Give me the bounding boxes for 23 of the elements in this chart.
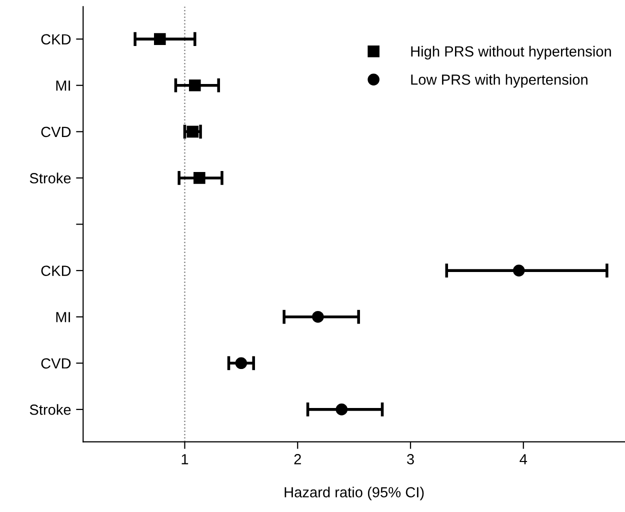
y-tick-label: MI	[56, 312, 70, 322]
point	[194, 172, 206, 184]
point	[512, 264, 525, 276]
y-tick-label: Stroke	[30, 404, 71, 415]
y-tick-label: CKD	[41, 34, 71, 44]
x-tick-label: 3	[407, 454, 414, 464]
y-tick-label: CVD	[41, 358, 71, 369]
legend-label: High PRS without hypertension	[411, 46, 611, 60]
x-axis-title: Hazard ratio (95% CI)	[284, 486, 424, 500]
point	[188, 79, 201, 92]
y-tick-label: Stroke	[30, 172, 71, 184]
point	[336, 404, 348, 416]
point	[312, 310, 324, 323]
y-tick-label: CKD	[41, 266, 71, 276]
legend-label: Low PRS with hypertension	[411, 74, 588, 88]
x-tick-label: 2	[294, 454, 301, 464]
point	[186, 126, 199, 138]
point	[154, 33, 166, 45]
point	[235, 357, 248, 370]
y-tick-label: CVD	[41, 126, 71, 138]
x-tick-label: 4	[520, 454, 528, 464]
x-tick-label: 1	[182, 454, 188, 464]
y-tick-label: MI	[56, 80, 70, 91]
